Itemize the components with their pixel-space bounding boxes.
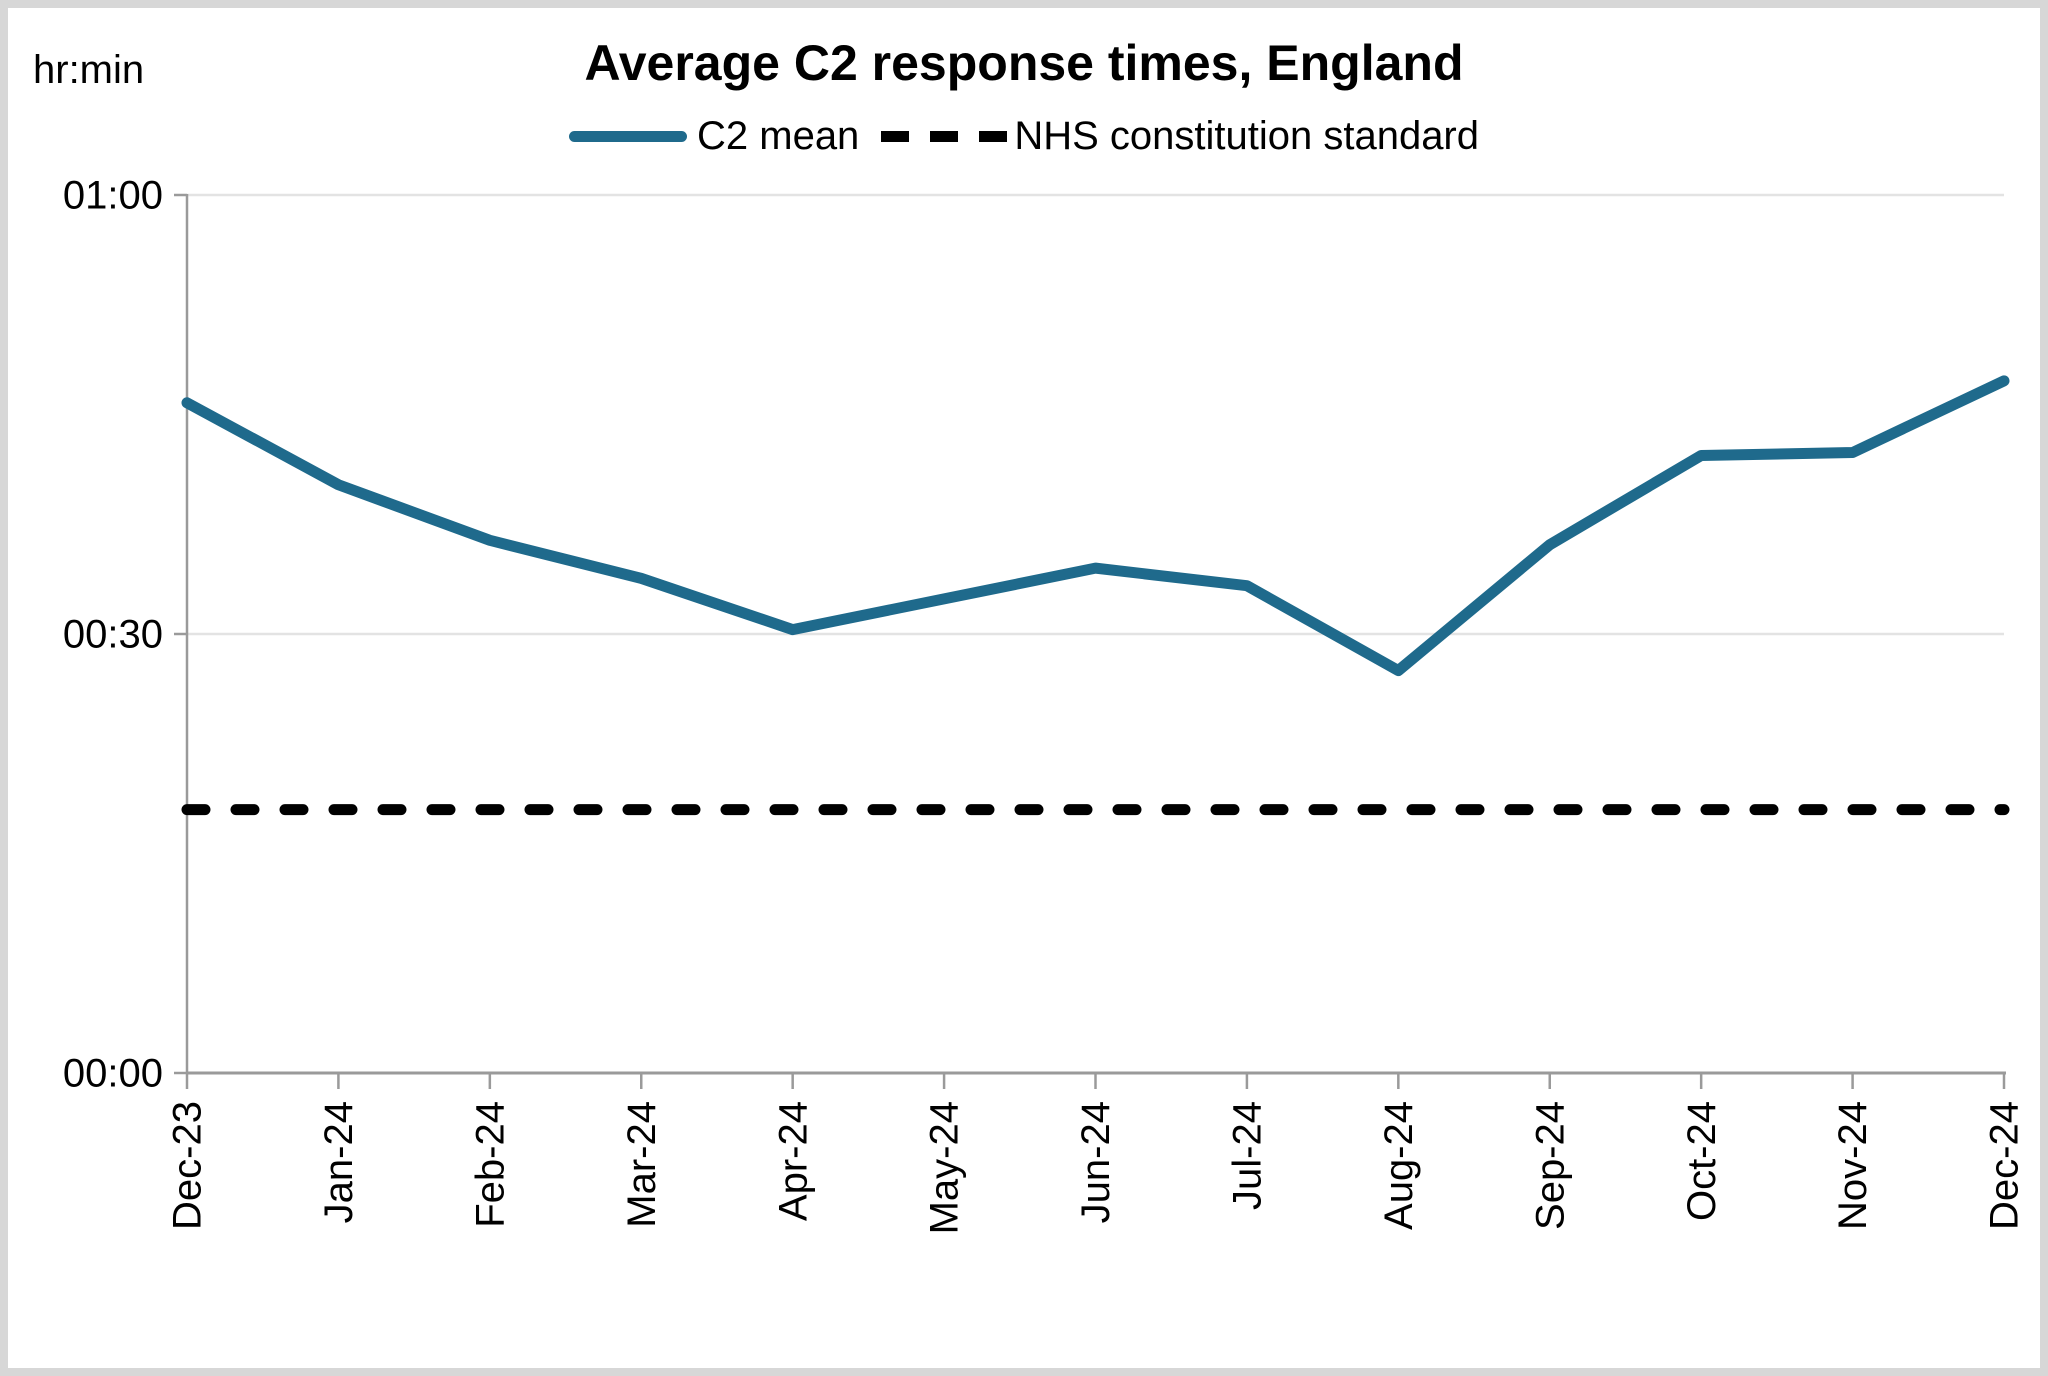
x-axis-label: Jun-24 (1074, 1101, 1118, 1223)
x-axis-label: Nov-24 (1831, 1101, 1875, 1230)
y-axis-label: 00:00 (63, 1052, 163, 1096)
c2-mean-line (181, 375, 2010, 677)
y-axis-label: 01:00 (63, 174, 163, 218)
x-axis-label: Sep-24 (1528, 1101, 1572, 1230)
y-axis-label: 00:30 (63, 613, 163, 657)
legend-line-sample-c2-mean (569, 130, 687, 142)
chart-title: Average C2 response times, England (584, 35, 1464, 91)
legend-item-c2-mean: C2 mean (569, 114, 859, 159)
x-axis-label: Dec-24 (1983, 1101, 2027, 1230)
legend-item-nhs-standard: NHS constitution standard (881, 114, 1479, 159)
legend-line-sample-nhs-standard (881, 130, 1008, 142)
x-axis-label: Mar-24 (620, 1101, 664, 1228)
y-axis-unit-label: hr:min (33, 48, 145, 92)
x-axis-label: Apr-24 (771, 1101, 815, 1221)
x-axis-label: Dec-23 (166, 1101, 210, 1230)
x-axis-label: Jan-24 (317, 1101, 361, 1223)
x-axis-label: Jul-24 (1226, 1101, 1270, 1210)
legend: C2 mean NHS constitution standard (8, 108, 2040, 164)
x-axis-label: Feb-24 (468, 1101, 512, 1228)
legend-label-c2-mean: C2 mean (697, 113, 860, 158)
x-axis-label: May-24 (923, 1101, 967, 1234)
line-chart-plot: 00:00 00:30 01:00 Dec-23 Jan-24 Feb-24 Mar-24 A… (63, 174, 2027, 1235)
legend-label-nhs-standard: NHS constitution standard (1014, 113, 1479, 158)
x-axis-label: Oct-24 (1680, 1101, 1724, 1221)
x-axis-label: Aug-24 (1377, 1101, 1421, 1230)
